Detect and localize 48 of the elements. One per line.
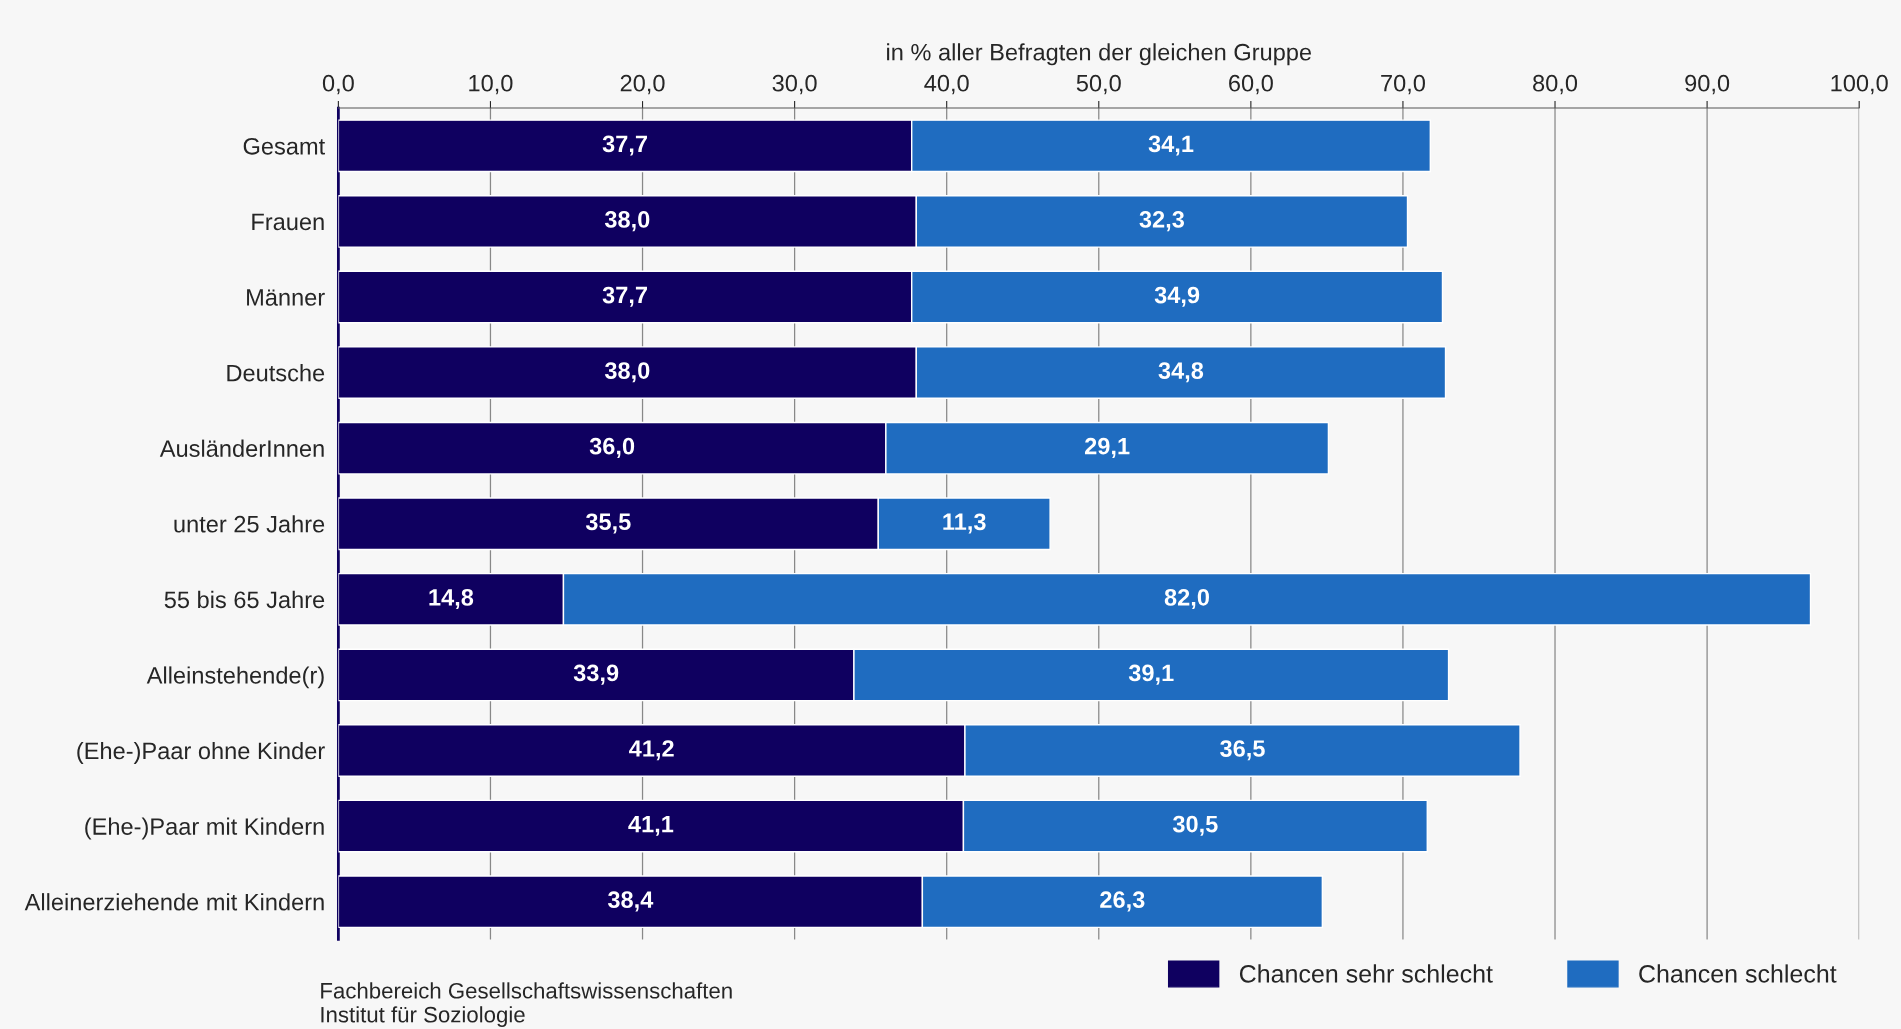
data-label: 38,0 (604, 362, 650, 383)
data-label: 33,9 (573, 664, 619, 685)
x-tick-label: 60,0 (1229, 74, 1273, 95)
data-label: 14,8 (429, 588, 474, 610)
data-label: 36,5 (1220, 740, 1265, 761)
data-label: 30,5 (1172, 815, 1218, 836)
data-label: 82,0 (1164, 588, 1209, 610)
data-label: 34,9 (1154, 286, 1200, 307)
data-label: 38,0 (604, 211, 650, 232)
x-tick-label: 10,0 (469, 74, 513, 95)
y-tick-label: Gesamt (243, 137, 326, 155)
x-tick-label: 80,0 (1533, 74, 1578, 95)
data-label: 32,3 (1139, 211, 1185, 232)
y-tick-label: Männer (247, 289, 325, 306)
data-label: 39,1 (1128, 664, 1174, 685)
data-label: 26,3 (1100, 891, 1145, 912)
data-label: 37,7 (602, 135, 647, 156)
y-tick-label: Frauen (252, 213, 324, 231)
y-tick-label: (Ehe-)Paar mit Kindern (85, 817, 324, 840)
x-tick-label: 50,0 (1076, 74, 1121, 95)
x-tick-label: 0,0 (322, 74, 354, 95)
y-tick-label: AusländerInnen (159, 439, 324, 457)
y-tick-label: (Ehe-)Paar ohne Kinder (77, 741, 325, 764)
y-tick-label: Alleinerziehende mit Kindern (24, 893, 324, 911)
x-tick-label: 30,0 (772, 74, 817, 95)
x-tick-label: 70,0 (1381, 74, 1425, 95)
data-label: 29,1 (1084, 437, 1130, 458)
data-label: 35,5 (585, 513, 631, 534)
x-tick-label: 20,0 (620, 74, 665, 95)
data-label: 34,1 (1148, 135, 1194, 156)
x-tick-label: 100,0 (1831, 74, 1888, 95)
legend-label: Chancen sehr schlecht (1239, 964, 1493, 983)
data-label: 41,2 (629, 740, 674, 761)
x-tick-label: 40,0 (924, 74, 969, 95)
data-label: 37,7 (602, 286, 647, 307)
x-axis-title: in % aller Befragten der gleichen Gruppe (887, 43, 1312, 66)
data-label: 34,8 (1158, 362, 1204, 383)
data-label: 41,1 (628, 815, 674, 836)
x-tick-label: 90,0 (1685, 74, 1730, 95)
data-label: 11,3 (943, 513, 986, 534)
text: Fachbereich Gesellschaftswissenschaften Institut für Soziologie (321, 982, 732, 1027)
legend-label: Chancen schlecht (1639, 964, 1837, 983)
y-tick-label: unter 25 Jahre (174, 515, 325, 533)
data-label: 36,0 (589, 437, 635, 458)
y-tick-label: Deutsche (227, 364, 325, 382)
y-tick-label: 55 bis 65 Jahre (164, 590, 325, 609)
data-label: 38,4 (607, 891, 654, 912)
y-tick-label: Alleinstehende(r) (146, 666, 324, 689)
